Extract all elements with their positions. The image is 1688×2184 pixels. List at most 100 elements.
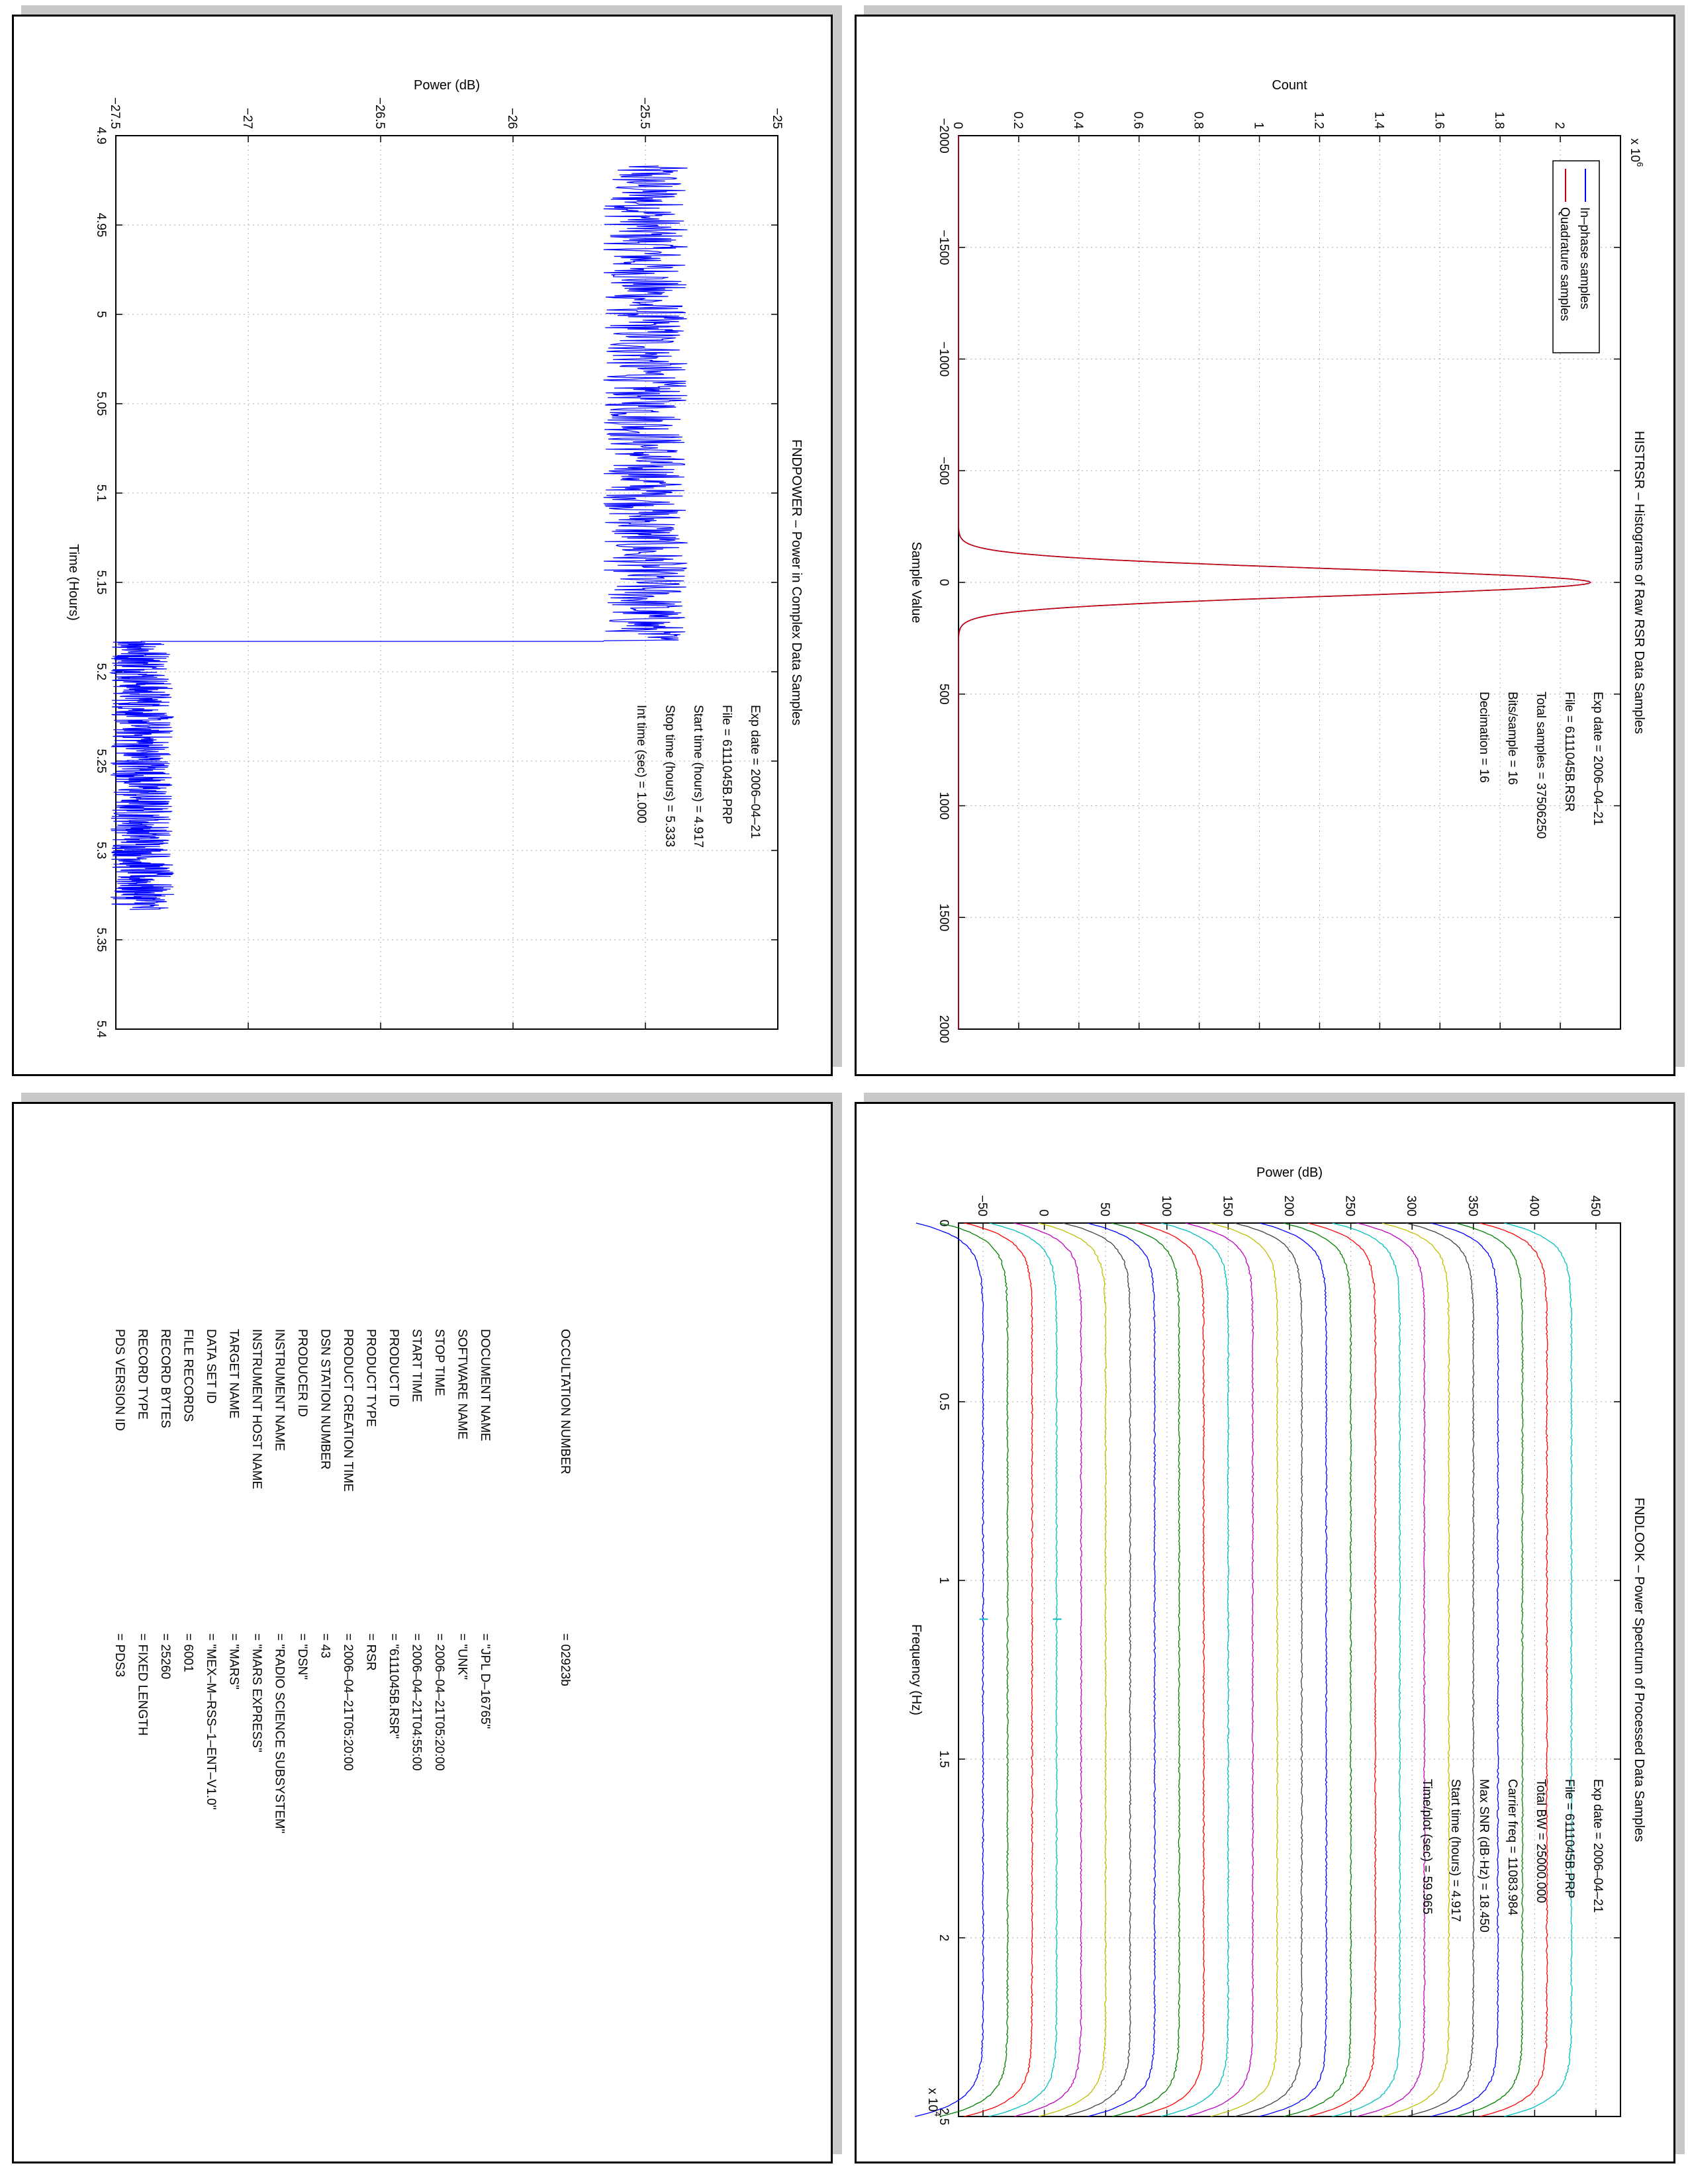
label-value: = "RADIO SCIENCE SUBSYSTEM" — [273, 1633, 287, 1833]
label-value-occultation: = 02923b — [558, 1633, 572, 1686]
hr-xtick-label: 2000 — [937, 1015, 951, 1043]
fndlook-series-line — [1062, 1222, 1132, 2117]
fl-xtick-label: 0 — [937, 1220, 951, 1227]
fl-ytick-label: 450 — [1588, 1195, 1602, 1216]
fndlook-info-line: Total BW = 25000.000 — [1534, 1779, 1548, 1903]
histrsr-legend-label-quadrature: Quadrature samples — [1558, 207, 1571, 321]
fp-ytick-label: −25 — [770, 108, 784, 129]
histrsr-legend-label-inphase: In–phase samples — [1577, 207, 1591, 309]
fndlook-series-line — [1135, 1222, 1205, 2117]
fndlook-series-line — [1209, 1222, 1279, 2117]
label-value: = "UNK" — [455, 1633, 469, 1680]
label-panel: PDS VERSION ID = PDS3 RECORD TYPE = FIXED L… — [12, 1102, 833, 2163]
fp-xtick-label: 5.05 — [94, 392, 108, 416]
label-key: RECORD BYTES — [158, 1329, 172, 1428]
label-key: TARGET NAME — [227, 1329, 241, 1418]
label-table: PDS VERSION ID = PDS3 RECORD TYPE = FIXED L… — [113, 1329, 572, 1833]
label-rows: PDS VERSION ID = PDS3 RECORD TYPE = FIXED L… — [113, 1329, 572, 1833]
fl-ytick-label: 300 — [1404, 1195, 1418, 1216]
fndpower-panel: 4.9 4.95 5 5.05 5.1 5.15 5.2 5.25 5.3 5.35 5.4 −27.… — [12, 15, 833, 1076]
fndpower-info-line: Exp date = 2006–04–21 — [748, 705, 762, 839]
fndlook-info: Exp date = 2006–04–21 File = 6111045B.PR… — [1420, 1779, 1605, 1933]
fndlook-series-line — [915, 1222, 984, 2117]
fndlook-info-line: Carrier freq = 11083.984 — [1505, 1779, 1519, 1916]
fndlook-series-line — [1087, 1222, 1156, 2117]
hr-ytick-label: 0 — [951, 122, 964, 129]
fl-ytick-label: 100 — [1159, 1195, 1173, 1216]
label-key: PRODUCER ID — [295, 1329, 309, 1417]
fndlook-info-line: Exp date = 2006–04–21 — [1591, 1779, 1605, 1913]
fndlook-series-line — [1185, 1222, 1254, 2117]
fndpower-series — [109, 165, 688, 910]
fl-ytick-label: 50 — [1098, 1203, 1111, 1216]
label-value: = FIXED LENGTH — [136, 1633, 150, 1736]
fndlook-series-line — [1331, 1222, 1401, 2117]
fndlook-series-line — [1258, 1222, 1328, 2117]
histrsr-exponent: x 106 — [1628, 138, 1645, 167]
histrsr-title: HISTRSR – Histograms of Raw RSR Data Sam… — [1632, 431, 1646, 734]
fndlook-series-line — [1382, 1222, 1450, 2117]
histrsr-info-line: Exp date = 2006–04–21 — [1591, 692, 1605, 825]
fndlook-series-line — [1307, 1222, 1377, 2117]
fndlook-series-line — [1013, 1222, 1083, 2117]
label-key-occultation: OCCULTATION NUMBER — [558, 1329, 572, 1475]
label-value: = "MARS EXPRESS" — [250, 1633, 263, 1752]
fl-ytick-label: 0 — [1037, 1209, 1051, 1216]
histrsr-legend-box — [1552, 160, 1600, 353]
fp-xtick-label: 5.1 — [94, 484, 108, 502]
histrsr-info: Exp date = 2006–04–21 File = 6111045B.RS… — [1477, 692, 1605, 839]
hr-ytick-label: 1.8 — [1492, 112, 1506, 129]
label-value: = 2006–04–21T05:20:00 — [432, 1633, 446, 1771]
fndlook-series-line — [1405, 1222, 1475, 2117]
fndpower-ticks: 4.9 4.95 5 5.05 5.1 5.15 5.2 5.25 5.3 5.35 5.4 −27.… — [94, 97, 784, 1038]
fndlook-series-line — [1160, 1222, 1230, 2117]
label-key: DATA SET ID — [204, 1329, 218, 1404]
fl-ytick-label: 350 — [1466, 1195, 1479, 1216]
fl-xtick-label: 2.5 — [937, 2108, 951, 2125]
label-value: = 6001 — [181, 1633, 195, 1672]
label-value: = "JPL D–16765" — [478, 1633, 492, 1729]
fndlook-series-line — [1504, 1222, 1573, 2117]
histrsr-info-line: Bits/sample = 16 — [1505, 692, 1519, 785]
fp-ytick-label: −27.5 — [108, 97, 122, 129]
label-value: = "DSN" — [295, 1633, 309, 1680]
fndlook-series-line — [1283, 1222, 1352, 2117]
fndlook-series — [915, 1222, 1573, 2117]
histrsr-legend: In–phase samples Quadrature samples — [1552, 160, 1600, 353]
histrsr-xlabel: Sample Value — [909, 541, 923, 623]
hr-ytick-label: 1.2 — [1311, 112, 1325, 129]
label-key: STOP TIME — [432, 1329, 446, 1396]
fndlook-series-line — [1111, 1222, 1181, 2117]
fndlook-info-line: Start time (hours) = 4.917 — [1448, 1779, 1462, 1922]
histrsr-panel: −2000 −1500 −1000 −500 0 500 1000 1500 2000 0 0.2 0… — [855, 15, 1675, 1076]
label-key: DOCUMENT NAME — [478, 1329, 492, 1441]
label-value: = "MEX–M–RSS–1–ENT–V1.0" — [204, 1633, 218, 1809]
hr-xtick-label: −1000 — [937, 341, 951, 377]
fndlook-series-line — [1356, 1222, 1426, 2117]
fndpower-info-line: File = 6111045B.PRP — [720, 705, 733, 824]
hr-ytick-label: 0.2 — [1011, 112, 1025, 129]
fndlook-title: FNDLOOK – Power Spectrum of Processed Da… — [1632, 1498, 1646, 1842]
histrsr-axes-box — [958, 135, 1621, 1030]
fndlook-series-line — [988, 1222, 1058, 2117]
label-key: PRODUCT CREATION TIME — [341, 1329, 355, 1492]
fndlook-series-line — [1234, 1222, 1303, 2117]
fp-ytick-label: −27 — [240, 108, 254, 129]
fl-ytick-label: −50 — [975, 1195, 989, 1216]
fl-ytick-label: 150 — [1220, 1195, 1234, 1216]
histrsr-info-line: Total samples = 37506250 — [1534, 692, 1548, 839]
fndpower-info-line: Start time (hours) = 4.917 — [691, 705, 705, 848]
histrsr-ticks: −2000 −1500 −1000 −500 0 500 1000 1500 2000 0 0.2 0… — [937, 112, 1620, 1043]
label-value: = 2006–04–21T04:55:00 — [410, 1633, 424, 1771]
fndlook-info-line: File = 6111045B.PRP — [1562, 1779, 1576, 1898]
fndpower-info: Exp date = 2006–04–21 File = 6111045B.PR… — [634, 705, 762, 848]
fp-xtick-label: 5.4 — [94, 1021, 108, 1038]
label-value: = 2006–04–21T05:20:00 — [341, 1633, 355, 1771]
fl-ytick-label: 250 — [1343, 1195, 1357, 1216]
label-value: = "6111045B.RSR" — [387, 1633, 400, 1739]
fndlook-series-line — [1479, 1222, 1548, 2117]
label-key: START TIME — [410, 1329, 424, 1402]
fndlook-chart: 0 0.5 1 1.5 2 2.5 −50 0 50 100 150 200 250 300 350 400 4… — [909, 1165, 1646, 2125]
fndpower-chart: 4.9 4.95 5 5.05 5.1 5.15 5.2 5.25 5.3 5.35 5.4 −27.… — [66, 78, 804, 1038]
fp-xtick-label: 4.95 — [94, 213, 108, 238]
